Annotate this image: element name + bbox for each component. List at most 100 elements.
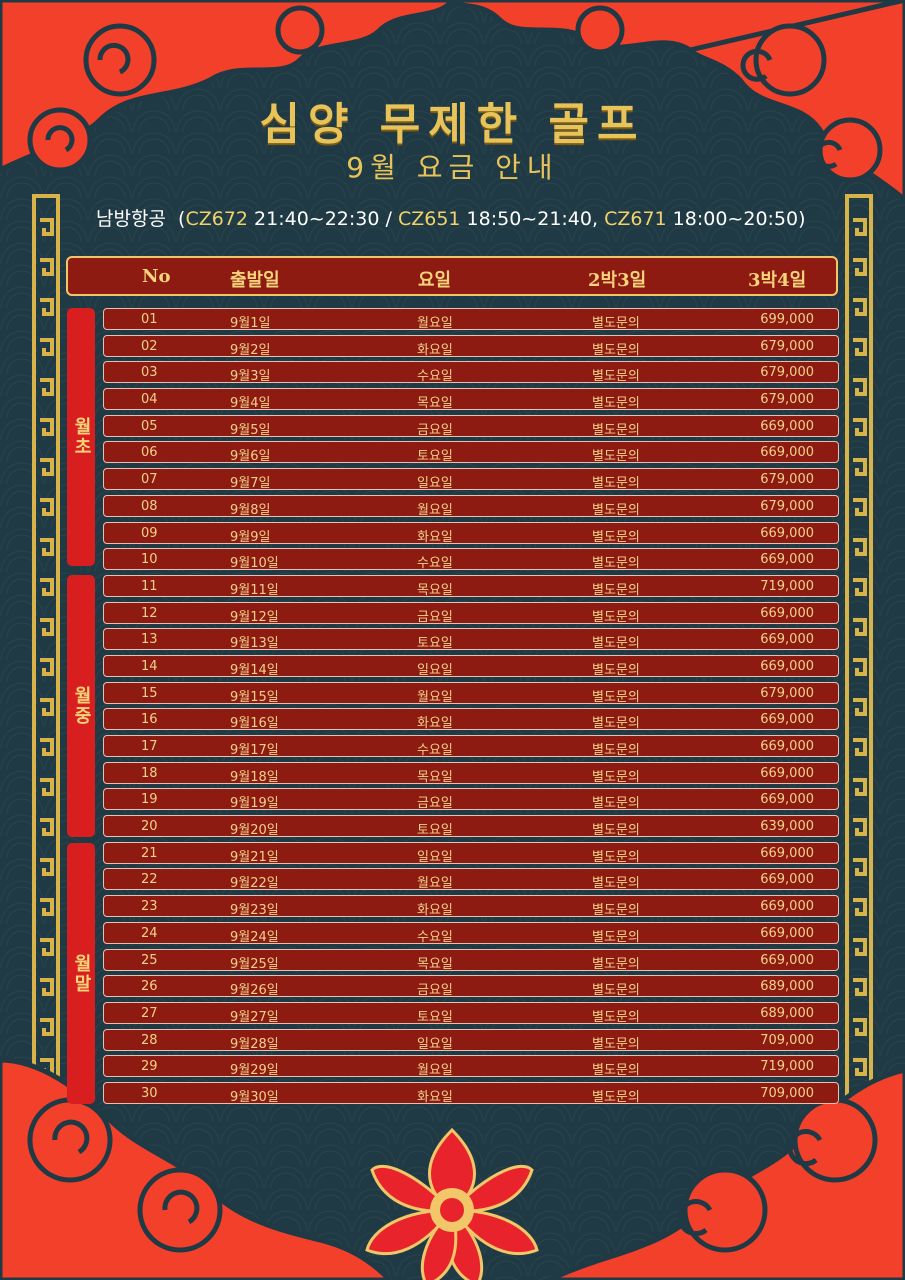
flight-code: CZ672 <box>185 208 248 230</box>
row-no: 06 <box>141 445 158 461</box>
row-date: 9월2일 <box>230 342 271 358</box>
row-no: 21 <box>141 845 158 861</box>
row-date: 9월10일 <box>230 556 279 572</box>
row-day: 월요일 <box>417 689 453 705</box>
flight-time: 18:50~21:40, <box>460 208 605 230</box>
row-day: 수요일 <box>417 556 453 572</box>
row-price-3n4d: 699,000 <box>760 312 814 327</box>
flight-time: 21:40~22:30 / <box>248 208 398 230</box>
gold-meander-border-right <box>845 194 873 1118</box>
row-price-2n3d: 별도문의 <box>592 316 640 331</box>
table-row: 28 9월28일 일요일 별도문의 709,000 <box>103 1028 839 1052</box>
row-day: 목요일 <box>417 769 453 785</box>
row-no: 23 <box>141 899 158 915</box>
row-date: 9월25일 <box>230 956 279 972</box>
group-tab-mid: 월중 <box>67 575 95 837</box>
header-3n4d: 3박4일 <box>748 270 807 291</box>
row-day: 일요일 <box>417 476 453 492</box>
row-price-2n3d: 별도문의 <box>592 689 640 705</box>
group-tab-early: 월초 <box>67 308 95 566</box>
row-price-3n4d: 679,000 <box>760 498 814 514</box>
airline-name: 남방항공 <box>96 208 166 230</box>
row-price-2n3d: 별도문의 <box>592 716 640 732</box>
row-price-3n4d: 679,000 <box>760 392 814 408</box>
table-row: 10 9월10일 수요일 별도문의 669,000 <box>103 548 839 572</box>
row-date: 9월3일 <box>230 369 271 385</box>
cloud-swirl-lines-bottom <box>52 1119 823 1237</box>
row-price-2n3d: 별도문의 <box>592 796 640 812</box>
row-price-3n4d: 669,000 <box>760 872 814 888</box>
row-date: 9월20일 <box>230 823 279 839</box>
row-day: 화요일 <box>417 716 453 732</box>
row-date: 9월7일 <box>230 476 271 492</box>
row-date: 9월11일 <box>230 582 279 598</box>
row-price-2n3d: 별도문의 <box>592 476 640 492</box>
row-price-3n4d: 679,000 <box>760 338 814 354</box>
row-no: 18 <box>141 765 158 781</box>
row-price-2n3d: 별도문의 <box>592 529 640 545</box>
row-day: 수요일 <box>417 743 453 758</box>
row-price-2n3d: 별도문의 <box>592 396 640 412</box>
row-no: 09 <box>141 525 158 541</box>
row-price-2n3d: 별도문의 <box>592 342 640 358</box>
row-price-3n4d: 709,000 <box>760 1085 814 1101</box>
cloud-decoration-top <box>0 0 905 204</box>
row-price-3n4d: 669,000 <box>760 525 814 541</box>
row-day: 토요일 <box>417 449 453 465</box>
table-row: 09 9월9일 화요일 별도문의 669,000 <box>103 521 839 545</box>
table-row: 03 9월3일 수요일 별도문의 679,000 <box>103 361 839 385</box>
row-no: 15 <box>141 685 158 701</box>
row-no: 25 <box>141 952 158 968</box>
table-row: 18 9월18일 목요일 별도문의 669,000 <box>103 761 839 785</box>
row-day: 화요일 <box>417 342 453 358</box>
table-row: 20 9월20일 토요일 별도문의 639,000 <box>103 815 839 839</box>
row-price-3n4d: 679,000 <box>760 685 814 701</box>
table-row: 15 9월15일 월요일 별도문의 679,000 <box>103 681 839 705</box>
row-date: 9월16일 <box>230 716 279 732</box>
row-date: 9월28일 <box>230 1036 279 1052</box>
row-no: 07 <box>141 472 158 488</box>
row-price-3n4d: 669,000 <box>760 658 814 674</box>
row-day: 토요일 <box>417 1009 453 1025</box>
row-date: 9월15일 <box>230 689 279 705</box>
row-price-2n3d: 별도문의 <box>592 929 640 945</box>
row-date: 9월29일 <box>230 1063 279 1079</box>
row-no: 26 <box>141 979 158 995</box>
row-day: 토요일 <box>417 636 453 652</box>
row-no: 28 <box>141 1032 158 1048</box>
row-day: 월요일 <box>417 1063 453 1079</box>
row-price-2n3d: 별도문의 <box>592 636 640 652</box>
row-date: 9월12일 <box>230 609 279 625</box>
row-no: 30 <box>141 1085 158 1101</box>
row-price-3n4d: 669,000 <box>760 792 814 808</box>
row-date: 9월22일 <box>230 876 279 892</box>
row-date: 9월23일 <box>230 903 279 919</box>
row-no: 20 <box>141 819 158 835</box>
row-price-2n3d: 별도문의 <box>592 582 640 598</box>
row-price-2n3d: 별도문의 <box>592 1036 640 1052</box>
table-row: 02 9월2일 화요일 별도문의 679,000 <box>103 334 839 358</box>
table-row: 04 9월4일 목요일 별도문의 679,000 <box>103 388 839 412</box>
row-price-2n3d: 별도문의 <box>592 662 640 678</box>
airline-info: 남방항공 (CZ672 21:40~22:30 / CZ651 18:50~21… <box>96 204 806 231</box>
flight-code: CZ671 <box>604 208 667 230</box>
row-date: 9월8일 <box>230 502 271 518</box>
row-date: 9월13일 <box>230 636 279 652</box>
row-no: 24 <box>141 925 158 941</box>
page-subtitle: 9월 요금 안내 <box>346 151 559 184</box>
row-no: 08 <box>141 498 158 514</box>
row-price-3n4d: 719,000 <box>760 1059 814 1075</box>
group-label: 월초 <box>71 417 92 457</box>
row-price-3n4d: 669,000 <box>760 445 814 461</box>
row-price-3n4d: 669,000 <box>760 632 814 648</box>
row-price-3n4d: 679,000 <box>760 365 814 381</box>
table-row: 14 9월14일 일요일 별도문의 669,000 <box>103 654 839 678</box>
row-date: 9월27일 <box>230 1009 279 1025</box>
row-date: 9월1일 <box>230 316 271 331</box>
row-day: 수요일 <box>417 929 453 945</box>
row-date: 9월9일 <box>230 529 271 545</box>
row-date: 9월5일 <box>230 422 271 438</box>
row-date: 9월26일 <box>230 983 279 999</box>
table-row: 26 9월26일 금요일 별도문의 689,000 <box>103 975 839 999</box>
